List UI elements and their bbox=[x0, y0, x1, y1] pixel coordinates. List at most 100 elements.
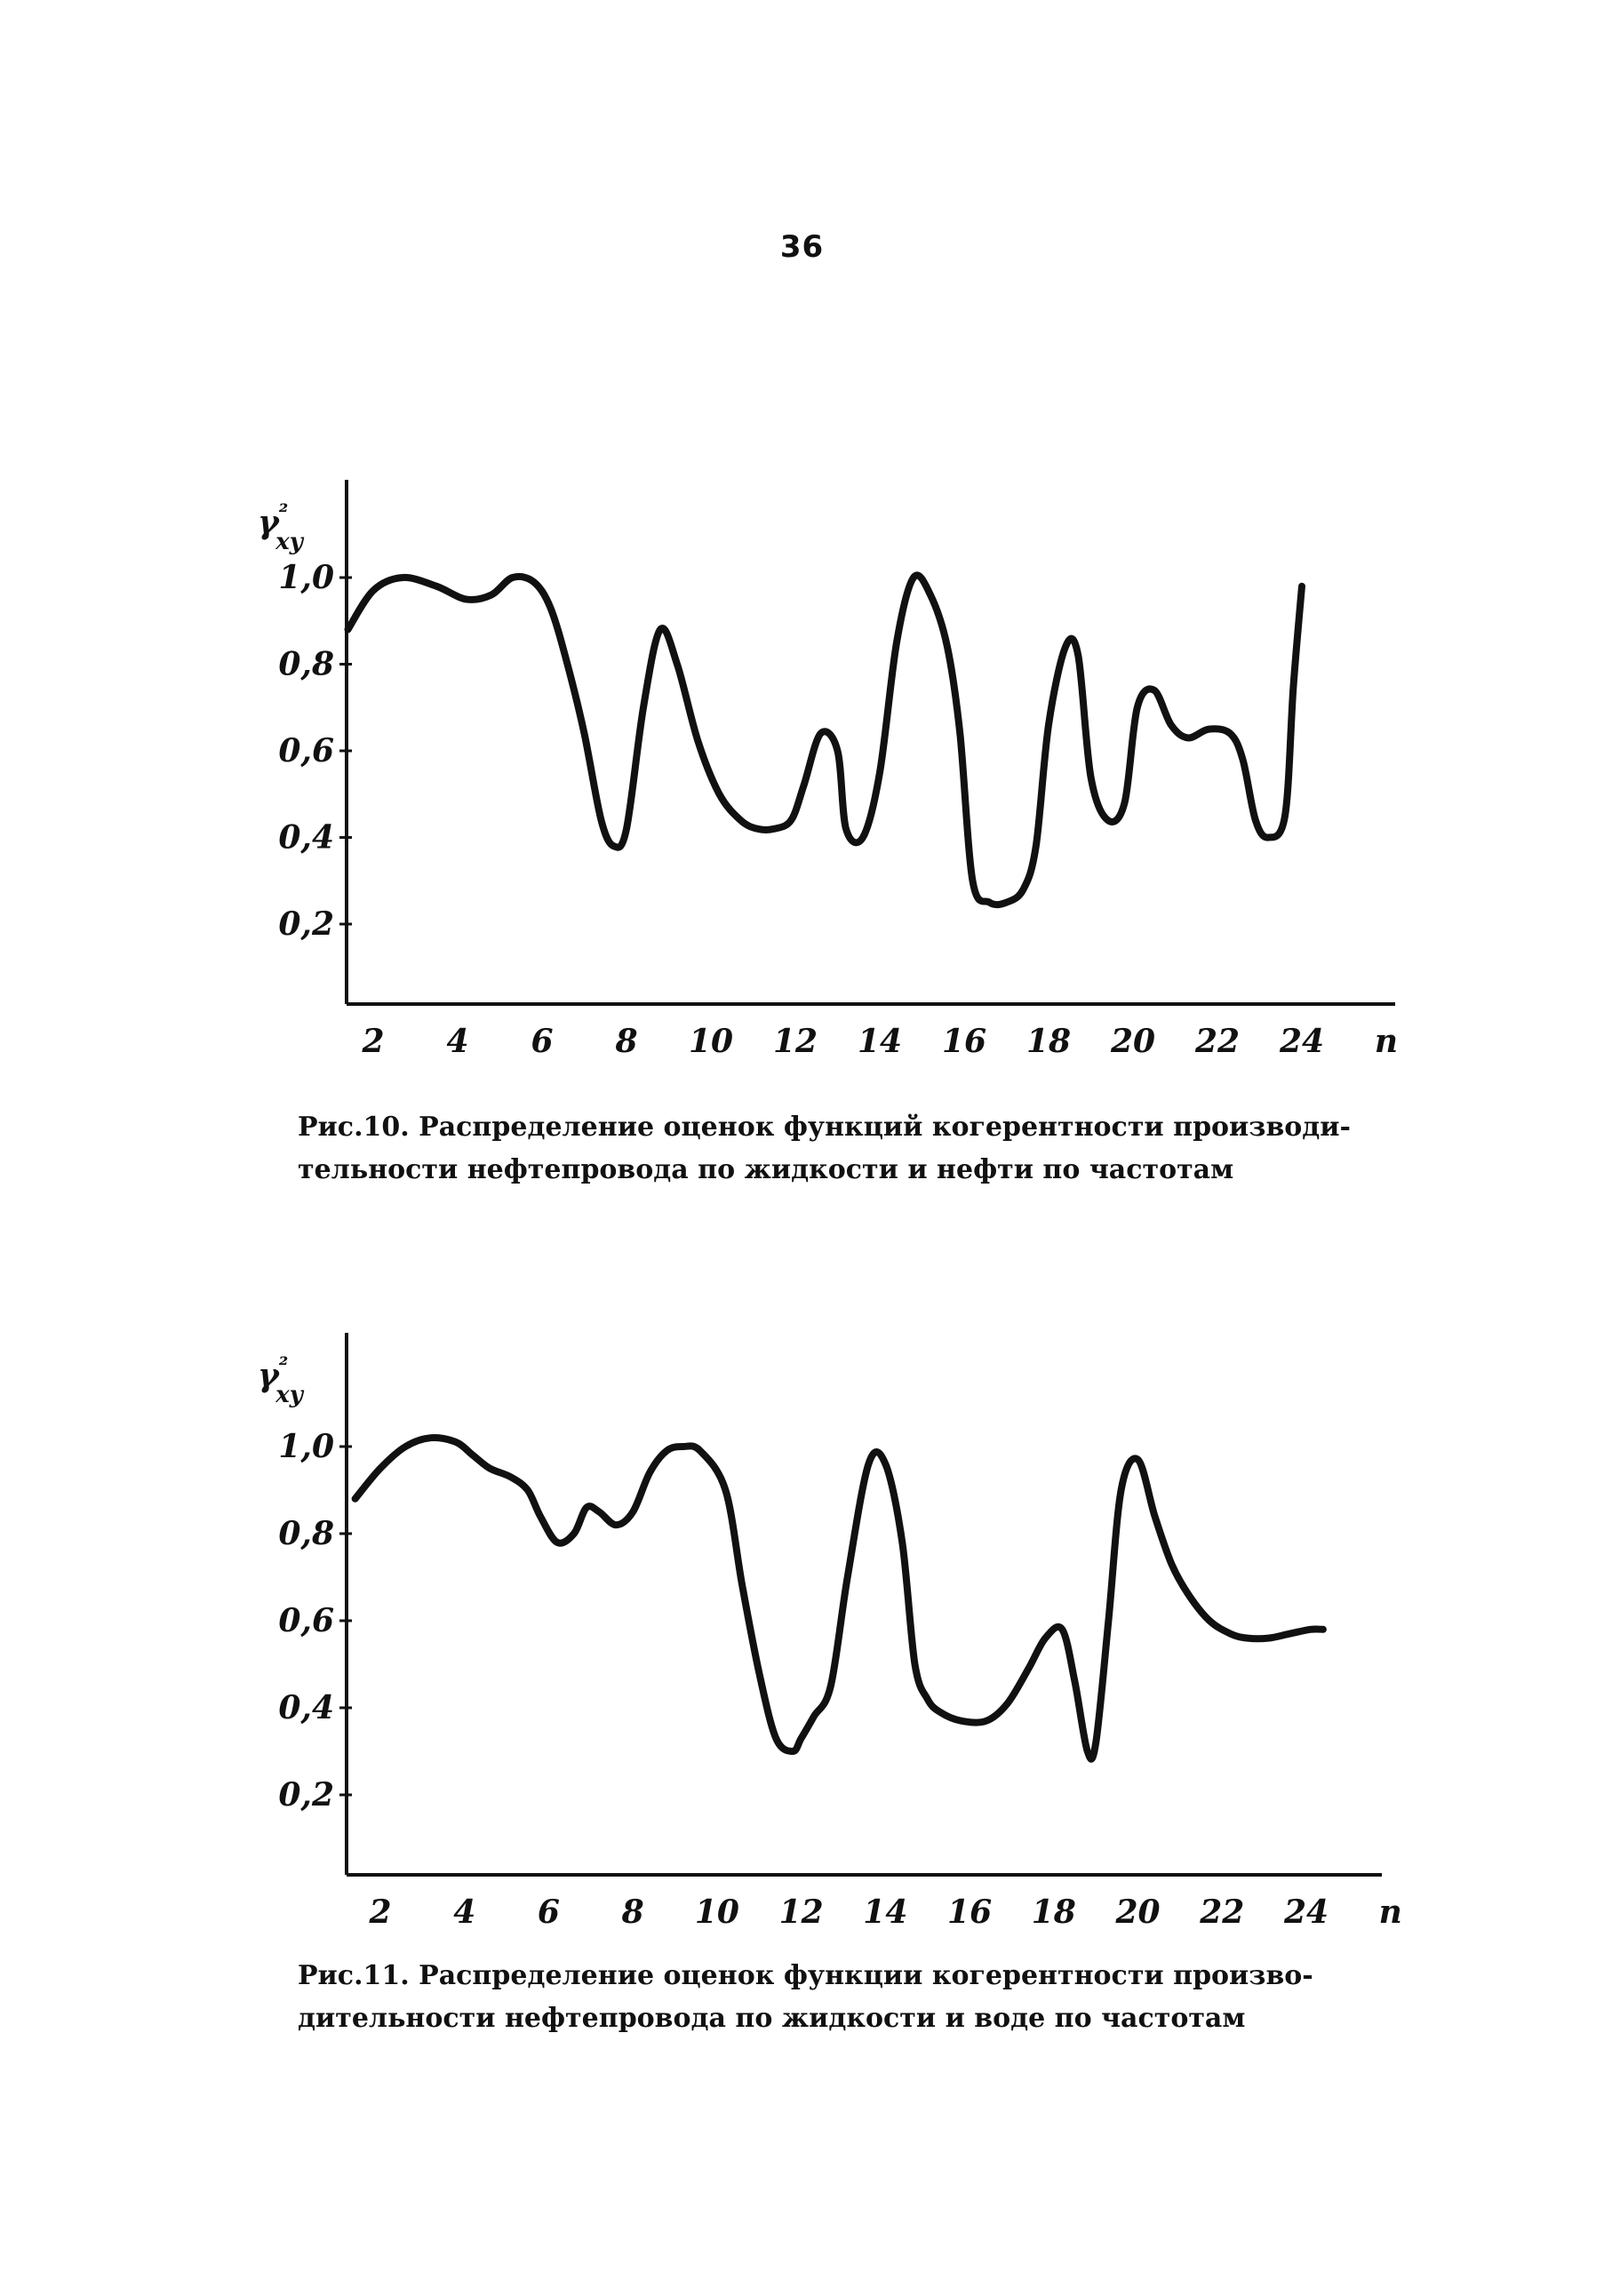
data-point bbox=[755, 826, 760, 831]
data-point bbox=[1064, 645, 1067, 649]
y-tick-label: 1,0 bbox=[278, 559, 334, 596]
y-tick-label: 1,0 bbox=[278, 1428, 334, 1465]
x-tick-label: 18 bbox=[1026, 1023, 1071, 1060]
data-point bbox=[835, 749, 840, 753]
y-axis-label-subscript: xy bbox=[275, 529, 305, 555]
data-point bbox=[531, 579, 536, 584]
data-point bbox=[490, 593, 493, 597]
data-point bbox=[1047, 722, 1050, 727]
data-point bbox=[1185, 736, 1190, 740]
data-point bbox=[900, 1540, 905, 1544]
x-tick-label: 20 bbox=[1114, 1893, 1160, 1931]
data-point bbox=[791, 1750, 795, 1753]
coherence-chart-water: γ² xy1,00,80,60,40,22 4 6 8 10 12 14 16 18 20 22 24 n bbox=[258, 1333, 1402, 1931]
data-point bbox=[1186, 1592, 1191, 1597]
data-point bbox=[772, 826, 777, 831]
data-point bbox=[912, 576, 915, 579]
y-axis-label: γ² xy bbox=[258, 498, 305, 555]
data-point bbox=[717, 792, 722, 796]
x-tick-label: 6 bbox=[531, 1023, 553, 1060]
y-tick-label: 0,6 bbox=[278, 1602, 334, 1639]
data-point bbox=[631, 1510, 635, 1514]
data-point bbox=[371, 588, 375, 593]
x-tick-label: 14 bbox=[863, 1893, 907, 1931]
data-point bbox=[582, 731, 587, 736]
data-point bbox=[828, 1684, 833, 1688]
data-point bbox=[938, 1710, 942, 1714]
x-tick-label: 2 bbox=[368, 1893, 391, 1931]
data-point bbox=[675, 662, 679, 666]
data-point bbox=[1005, 1702, 1009, 1706]
x-tick-label: 8 bbox=[614, 1023, 637, 1060]
data-point bbox=[1119, 1488, 1123, 1492]
data-point bbox=[1266, 1636, 1271, 1640]
x-tick-label: 10 bbox=[695, 1893, 739, 1931]
data-point bbox=[811, 1714, 816, 1718]
data-point bbox=[866, 1462, 871, 1466]
data-point bbox=[774, 1736, 778, 1741]
x-tick-label: 14 bbox=[858, 1023, 902, 1060]
data-point bbox=[611, 844, 616, 849]
data-point bbox=[1266, 835, 1270, 840]
data-point bbox=[1169, 722, 1173, 727]
data-point bbox=[895, 641, 898, 645]
data-point bbox=[510, 576, 515, 579]
x-tick-label: 4 bbox=[453, 1893, 475, 1931]
data-point bbox=[845, 1575, 850, 1579]
y-axis-label: γ² xy bbox=[258, 1351, 305, 1408]
data-point bbox=[970, 879, 975, 883]
x-tick-label: 16 bbox=[942, 1023, 986, 1060]
data-point bbox=[802, 784, 806, 787]
y-tick-label: 0,4 bbox=[278, 819, 334, 857]
data-point bbox=[959, 1718, 963, 1723]
x-tick-label: 12 bbox=[779, 1893, 824, 1931]
data-point bbox=[1021, 888, 1025, 891]
x-tick-label: 22 bbox=[1199, 1893, 1244, 1931]
data-point bbox=[946, 645, 949, 649]
data-point bbox=[614, 1523, 618, 1527]
data-point bbox=[757, 1670, 762, 1675]
y-tick-label: 0,4 bbox=[278, 1689, 334, 1726]
data-point bbox=[1245, 1636, 1249, 1640]
data-point bbox=[1043, 1636, 1048, 1640]
caption-line-2: тельности нефтепровода по жидкости и неф… bbox=[298, 1154, 1234, 1185]
data-point bbox=[1122, 801, 1127, 805]
x-tick-label: 16 bbox=[947, 1893, 992, 1931]
data-point bbox=[1207, 727, 1211, 731]
data-point bbox=[1135, 706, 1139, 710]
data-point bbox=[696, 740, 700, 745]
data-point bbox=[861, 835, 865, 840]
data-point bbox=[665, 1448, 669, 1453]
y-axis-label-superscript: ² bbox=[279, 1351, 289, 1377]
x-tick-label: 8 bbox=[621, 1893, 644, 1931]
data-point bbox=[740, 1583, 745, 1588]
data-point bbox=[1033, 844, 1038, 849]
coherence-chart-oil: γ² xy1,00,80,60,40,22 4 6 8 10 12 14 16 18 20 22 24 n bbox=[258, 480, 1398, 1060]
data-point bbox=[539, 1514, 542, 1519]
data-point bbox=[1153, 1514, 1157, 1519]
caption-line-1: Рис.11. Распределение оценок функции ког… bbox=[298, 1960, 1313, 1991]
x-tick-label: 6 bbox=[538, 1893, 560, 1931]
data-point bbox=[1300, 584, 1304, 588]
data-point bbox=[1004, 900, 1009, 905]
data-point bbox=[1089, 775, 1093, 779]
y-tick-label: 0,8 bbox=[278, 1515, 334, 1552]
data-point bbox=[1283, 814, 1287, 818]
data-point bbox=[789, 818, 794, 822]
data-point bbox=[525, 1488, 530, 1492]
data-point bbox=[508, 1475, 513, 1479]
data-point bbox=[1085, 1750, 1089, 1753]
x-tick-label: 20 bbox=[1110, 1023, 1155, 1060]
data-point bbox=[403, 1445, 408, 1448]
data-point bbox=[1291, 683, 1296, 688]
data-point bbox=[682, 1445, 685, 1448]
data-point bbox=[878, 770, 882, 775]
x-axis-label: n bbox=[1379, 1893, 1402, 1931]
data-point bbox=[585, 1505, 589, 1510]
x-tick-label: 2 bbox=[361, 1023, 384, 1060]
data-point bbox=[428, 1436, 433, 1440]
x-tick-label: 22 bbox=[1194, 1023, 1240, 1060]
data-point bbox=[625, 826, 628, 831]
data-point bbox=[1241, 757, 1245, 761]
data-point bbox=[1308, 1627, 1313, 1631]
